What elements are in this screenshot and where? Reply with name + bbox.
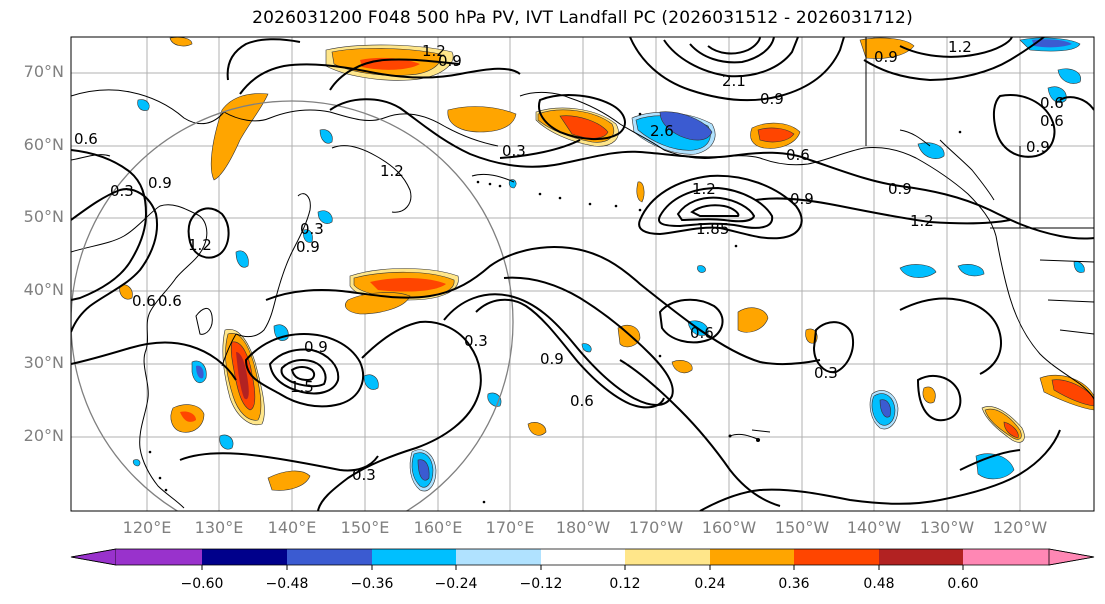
lon-label: 180°W (555, 518, 611, 537)
colorbar-tick-label: 0.36 (778, 576, 810, 592)
colorbar-bin (287, 549, 372, 565)
contour-labels: 1.2 0.9 0.6 0.3 0.9 1.2 0.6 0.3 0.9 1.2 … (74, 38, 1064, 484)
colorbar-tick-label: −0.60 (180, 576, 224, 592)
contour-label: 0.9 (296, 238, 320, 256)
lon-label: 140°E (267, 518, 317, 537)
lon-label: 170°W (628, 518, 684, 537)
contour-label: 0.9 (148, 174, 172, 192)
colorbar-tick-label: −0.12 (519, 576, 563, 592)
lon-label: 150°E (340, 518, 390, 537)
contour-label: 1.2 (422, 42, 446, 60)
lat-label: 70°N (23, 62, 64, 81)
contour-label: 0.6 (1040, 94, 1064, 112)
contour-label: 0.6 (158, 292, 182, 310)
contour-label: 0.6 (74, 130, 98, 148)
lon-label: 160°E (413, 518, 463, 537)
pv-contours (71, 37, 1094, 511)
contour-label: 0.9 (888, 180, 912, 198)
contour-label: 0.9 (790, 190, 814, 208)
lat-label: 30°N (23, 353, 64, 372)
pv-shading (119, 37, 1094, 492)
contour-label: 1.2 (380, 162, 404, 180)
contour-label: 0.3 (352, 466, 376, 484)
contour-label: 0.9 (438, 52, 462, 70)
colorbar-extend-high (1048, 548, 1095, 566)
coastlines (71, 37, 1094, 509)
contour-label: 0.9 (540, 350, 564, 368)
lon-label: 170°E (485, 518, 535, 537)
colorbar-bin (625, 549, 710, 565)
colorbar-tick-label: 0.12 (609, 576, 641, 592)
lon-label: 150°W (774, 518, 830, 537)
contour-label: 0.9 (1026, 138, 1050, 156)
lat-label: 20°N (23, 426, 64, 445)
contour-label: 1.2 (188, 236, 212, 254)
colorbar-bin (879, 549, 963, 565)
contour-label: 0.6 (786, 146, 810, 164)
contour-label: 0.3 (464, 332, 488, 350)
contour-label: 0.6 (570, 392, 594, 410)
contour-label: 0.3 (814, 364, 838, 382)
contour-label: 2.1 (722, 72, 746, 90)
lat-label: 40°N (23, 280, 64, 299)
contour-label: 0.6 (1040, 112, 1064, 130)
colorbar-bin (456, 549, 541, 565)
lon-label: 120°E (122, 518, 172, 537)
contour-label: 0.9 (760, 90, 784, 108)
contour-label: 2.6 (650, 122, 674, 140)
map-frame (70, 36, 1095, 512)
lon-label: 120°W (992, 518, 1048, 537)
lon-label: 130°W (919, 518, 975, 537)
colorbar-bin (963, 549, 1049, 565)
contour-label: 1.2 (692, 180, 716, 198)
contour-label: 1.5 (290, 378, 314, 396)
colorbar-tick-label: 0.48 (863, 576, 895, 592)
colorbar-tick-label: −0.36 (350, 576, 394, 592)
islands (148, 112, 962, 504)
map-title: 2026031200 F048 500 hPa PV, IVT Landfall… (252, 8, 913, 28)
contour-label: 0.6 (690, 324, 714, 342)
colorbar-extend-low (70, 548, 117, 566)
region-circle (71, 100, 514, 511)
colorbar (70, 548, 1095, 570)
colorbar-bin (202, 549, 287, 565)
map-panel: 1.2 0.9 0.6 0.3 0.9 1.2 0.6 0.3 0.9 1.2 … (71, 37, 1094, 511)
contour-label: 0.3 (300, 220, 324, 238)
contour-label: 1.85 (696, 220, 729, 238)
lat-label: 50°N (23, 207, 64, 226)
colorbar-bin (372, 549, 456, 565)
lat-label: 60°N (23, 135, 64, 154)
colorbar-tick-label: 0.24 (694, 576, 726, 592)
colorbar-bin (116, 549, 202, 565)
colorbar-bin (710, 549, 794, 565)
lon-label: 130°E (194, 518, 244, 537)
contour-label: 1.2 (910, 212, 934, 230)
colorbar-bin (541, 549, 625, 565)
lon-label: 160°W (701, 518, 757, 537)
contour-label: 0.6 (132, 292, 156, 310)
colorbar-bin (794, 549, 879, 565)
lon-label: 140°W (846, 518, 902, 537)
colorbar-tick-label: 0.60 (947, 576, 979, 592)
colorbar-tick-label: −0.48 (265, 576, 309, 592)
contour-label: 0.9 (874, 48, 898, 66)
contour-label: 1.2 (948, 38, 972, 56)
contour-label: 0.3 (502, 142, 526, 160)
contour-label: 0.3 (110, 182, 134, 200)
contour-label: 0.9 (304, 338, 328, 356)
colorbar-tick-label: −0.24 (434, 576, 478, 592)
